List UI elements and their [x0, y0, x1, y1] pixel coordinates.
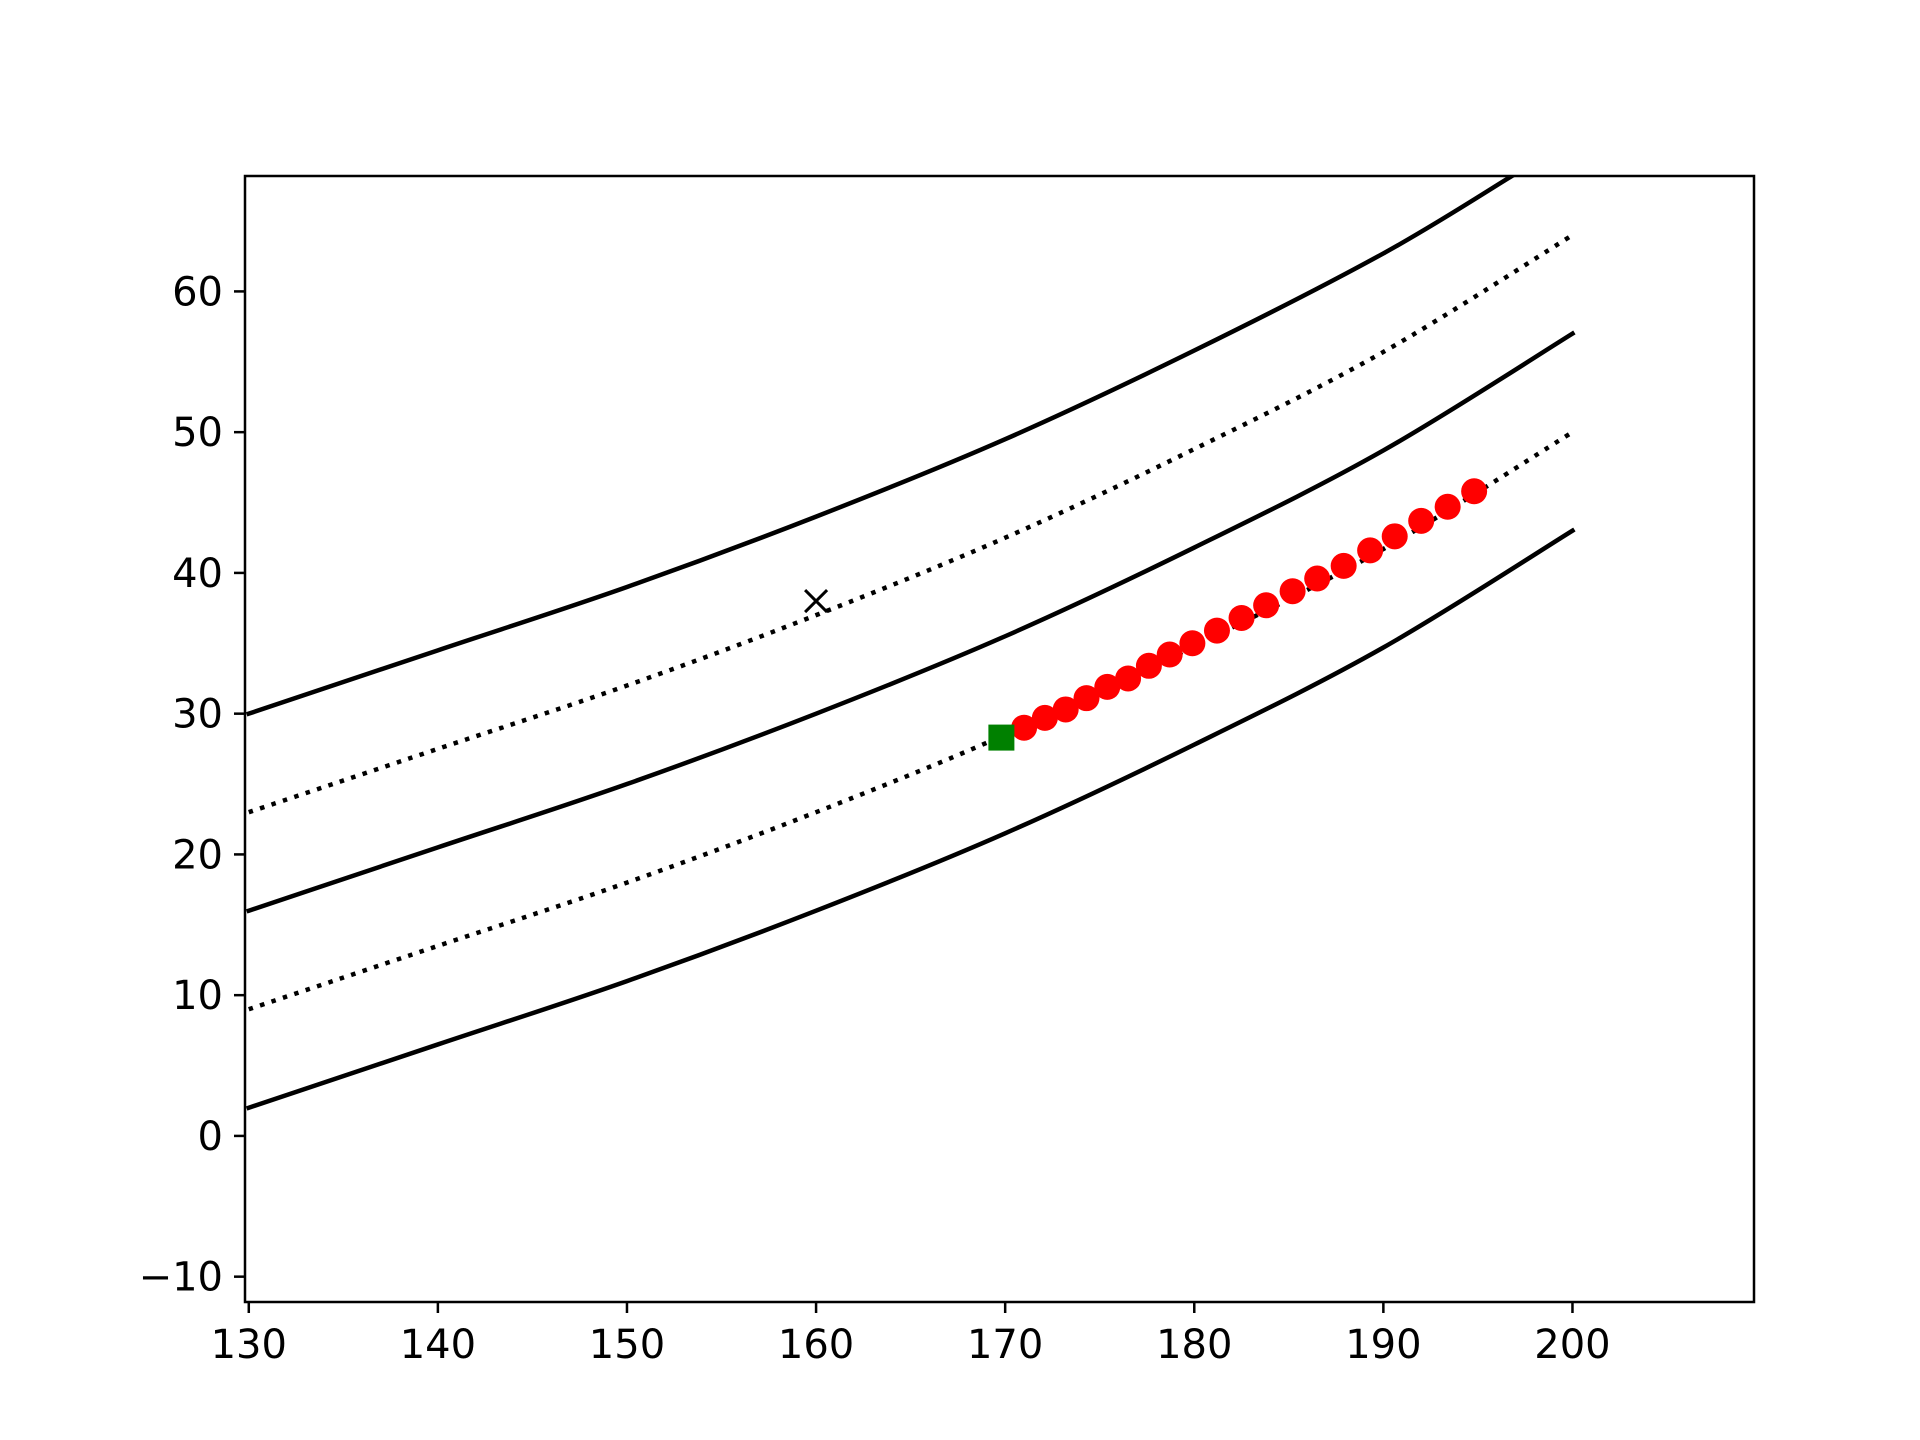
red-circle-point-9 — [1179, 630, 1206, 657]
red-circle-point-1 — [1011, 714, 1038, 741]
x-tick-label: 170 — [967, 1322, 1043, 1368]
red-circle-point-4 — [1073, 685, 1100, 712]
x-tick-label: 180 — [1156, 1322, 1232, 1368]
series-line-3-solid — [245, 330, 1576, 914]
series-line-5-solid — [245, 527, 1576, 1111]
series-layer — [245, 176, 1576, 1111]
red-circle-point-17 — [1381, 523, 1408, 550]
red-circle-point-11 — [1228, 604, 1255, 631]
red-circle-point-16 — [1357, 537, 1384, 564]
red-circle-point-6 — [1115, 665, 1142, 692]
series-line-2-dotted — [248, 233, 1574, 815]
red-circle-point-2 — [1031, 704, 1058, 731]
series-line-1-solid — [245, 176, 1516, 717]
points-layer — [804, 478, 1488, 751]
green-square-point — [988, 724, 1015, 751]
y-tick-label: 30 — [172, 692, 223, 738]
red-circle-point-20 — [1461, 478, 1488, 505]
red-circle-point-5 — [1094, 673, 1121, 700]
x-tick-label: 140 — [400, 1322, 476, 1368]
x-marker-point — [804, 589, 829, 614]
x-tick-label: 190 — [1345, 1322, 1421, 1368]
x-axis: 130 140 150 160 170 180 190 200 — [211, 1302, 1611, 1368]
y-tick-label: 40 — [172, 551, 223, 597]
y-tick-label: 10 — [172, 973, 223, 1019]
y-tick-label: 50 — [172, 410, 223, 456]
x-tick-label: 130 — [211, 1322, 287, 1368]
y-axis: −10 0 10 20 30 40 50 60 — [139, 269, 245, 1301]
red-circle-point-15 — [1330, 552, 1357, 579]
x-tick-label: 150 — [589, 1322, 665, 1368]
red-circle-point-14 — [1304, 565, 1331, 592]
y-tick-label: 60 — [172, 269, 223, 315]
red-circle-point-10 — [1203, 617, 1230, 644]
y-tick-label: 0 — [198, 1114, 223, 1160]
series-line-4-dotted — [248, 430, 1574, 1012]
red-circle-point-7 — [1135, 652, 1162, 679]
red-circle-point-19 — [1434, 493, 1461, 520]
red-circle-point-13 — [1279, 578, 1306, 605]
x-tick-label: 200 — [1534, 1322, 1610, 1368]
red-circle-point-3 — [1052, 696, 1079, 723]
red-circle-point-8 — [1156, 641, 1183, 668]
y-tick-label: −10 — [139, 1255, 223, 1301]
y-tick-label: 20 — [172, 832, 223, 878]
axes-frame — [243, 174, 1756, 1304]
red-circle-point-18 — [1408, 507, 1435, 534]
red-circle-point-12 — [1253, 592, 1280, 619]
x-tick-label: 160 — [778, 1322, 854, 1368]
